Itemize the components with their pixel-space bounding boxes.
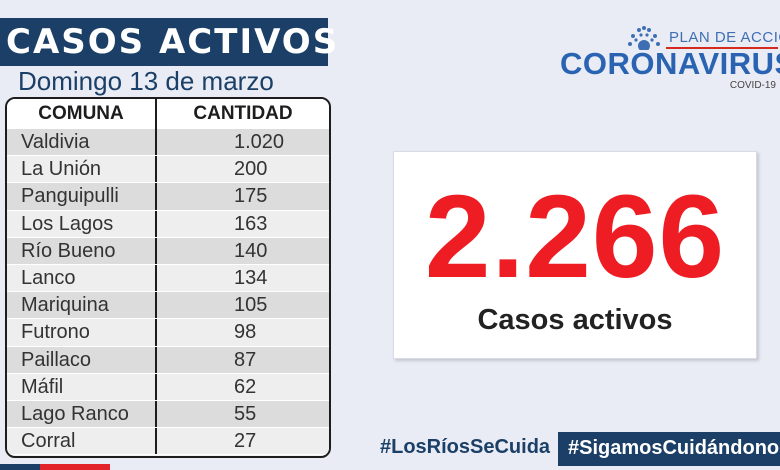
comuna-cell: Lanco	[7, 264, 157, 292]
comuna-cell: Mariquina	[7, 292, 157, 319]
cantidad-cell: 62	[234, 375, 257, 398]
table-row: Futrono 98	[7, 319, 329, 347]
comuna-cell: Lago Ranco	[7, 400, 157, 428]
table-row: Lago Ranco 55	[7, 400, 329, 429]
date-subtitle: Domingo 13 de marzo	[18, 66, 274, 96]
logo-coronavirus-text: CORONAVIRUS	[560, 46, 780, 81]
comuna-cell: Corral	[7, 428, 157, 455]
hashtag-losrios: #LosRíosSeCuida	[380, 436, 551, 458]
column-header-cantidad: CANTIDAD	[193, 103, 293, 124]
title-bar: CASOS ACTIVOS	[0, 18, 337, 66]
cantidad-cell: 134	[234, 267, 268, 290]
comuna-cell: La Unión	[7, 156, 157, 183]
page-title: CASOS ACTIVOS	[6, 22, 340, 62]
cantidad-cell: 55	[234, 402, 257, 425]
coronavirus-plan-logo: PLAN DE ACCIÓN CORONAVIRUS COVID-19	[560, 20, 780, 100]
cantidad-cell: 87	[234, 348, 257, 371]
stripe-blue	[0, 464, 40, 470]
cantidad-cell: 1.020	[234, 131, 285, 154]
comuna-cell: Los Lagos	[7, 210, 157, 237]
total-cases-card: 2.266 Casos activos	[393, 151, 757, 359]
logo-covid-text: COVID-19	[729, 80, 776, 91]
sun-rays-icon	[628, 26, 660, 50]
stripe-red	[40, 464, 110, 470]
logo-underline	[666, 47, 778, 49]
table-header: COMUNA CANTIDAD	[7, 99, 329, 130]
comuna-cell: Valdivia	[7, 129, 157, 156]
cantidad-cell: 98	[234, 321, 257, 344]
column-header-comuna: COMUNA	[7, 99, 157, 129]
comuna-cell: Paillaco	[7, 346, 157, 373]
cantidad-cell: 200	[234, 158, 268, 181]
table-row: Mariquina 105	[7, 292, 329, 320]
table-row: Lanco 134	[7, 264, 329, 293]
cantidad-cell: 175	[234, 185, 268, 208]
total-cases-label: Casos activos	[477, 304, 673, 336]
flag-stripe	[0, 464, 110, 470]
hashtag-sigamos: #SigamosCuidándonos	[568, 437, 780, 459]
comuna-cell: Panguipulli	[7, 183, 157, 210]
table-row: Corral 27	[7, 428, 329, 456]
table-row: Máfil 62	[7, 373, 329, 401]
hashtag-banner: #SigamosCuidándonos	[558, 432, 780, 466]
cases-table: COMUNA CANTIDAD Valdivia 1.020 La Unión 20…	[5, 97, 331, 458]
table-row: Río Bueno 140	[7, 237, 329, 265]
table-body: Valdivia 1.020 La Unión 200 Panguipulli 175…	[7, 129, 329, 456]
table-row: Panguipulli 175	[7, 183, 329, 211]
table-row: Los Lagos 163	[7, 210, 329, 238]
cantidad-cell: 105	[234, 294, 268, 317]
table-row: Paillaco 87	[7, 346, 329, 374]
comuna-cell: Máfil	[7, 373, 157, 400]
comuna-cell: Río Bueno	[7, 237, 157, 264]
comuna-cell: Futrono	[7, 319, 157, 346]
logo-plan-text: PLAN DE ACCIÓN	[669, 29, 780, 46]
table-row: La Unión 200	[7, 156, 329, 184]
cantidad-cell: 163	[234, 212, 268, 235]
total-cases-number: 2.266	[424, 171, 726, 303]
cantidad-cell: 27	[234, 430, 257, 453]
table-row: Valdivia 1.020	[7, 129, 329, 157]
cantidad-cell: 140	[234, 239, 268, 262]
